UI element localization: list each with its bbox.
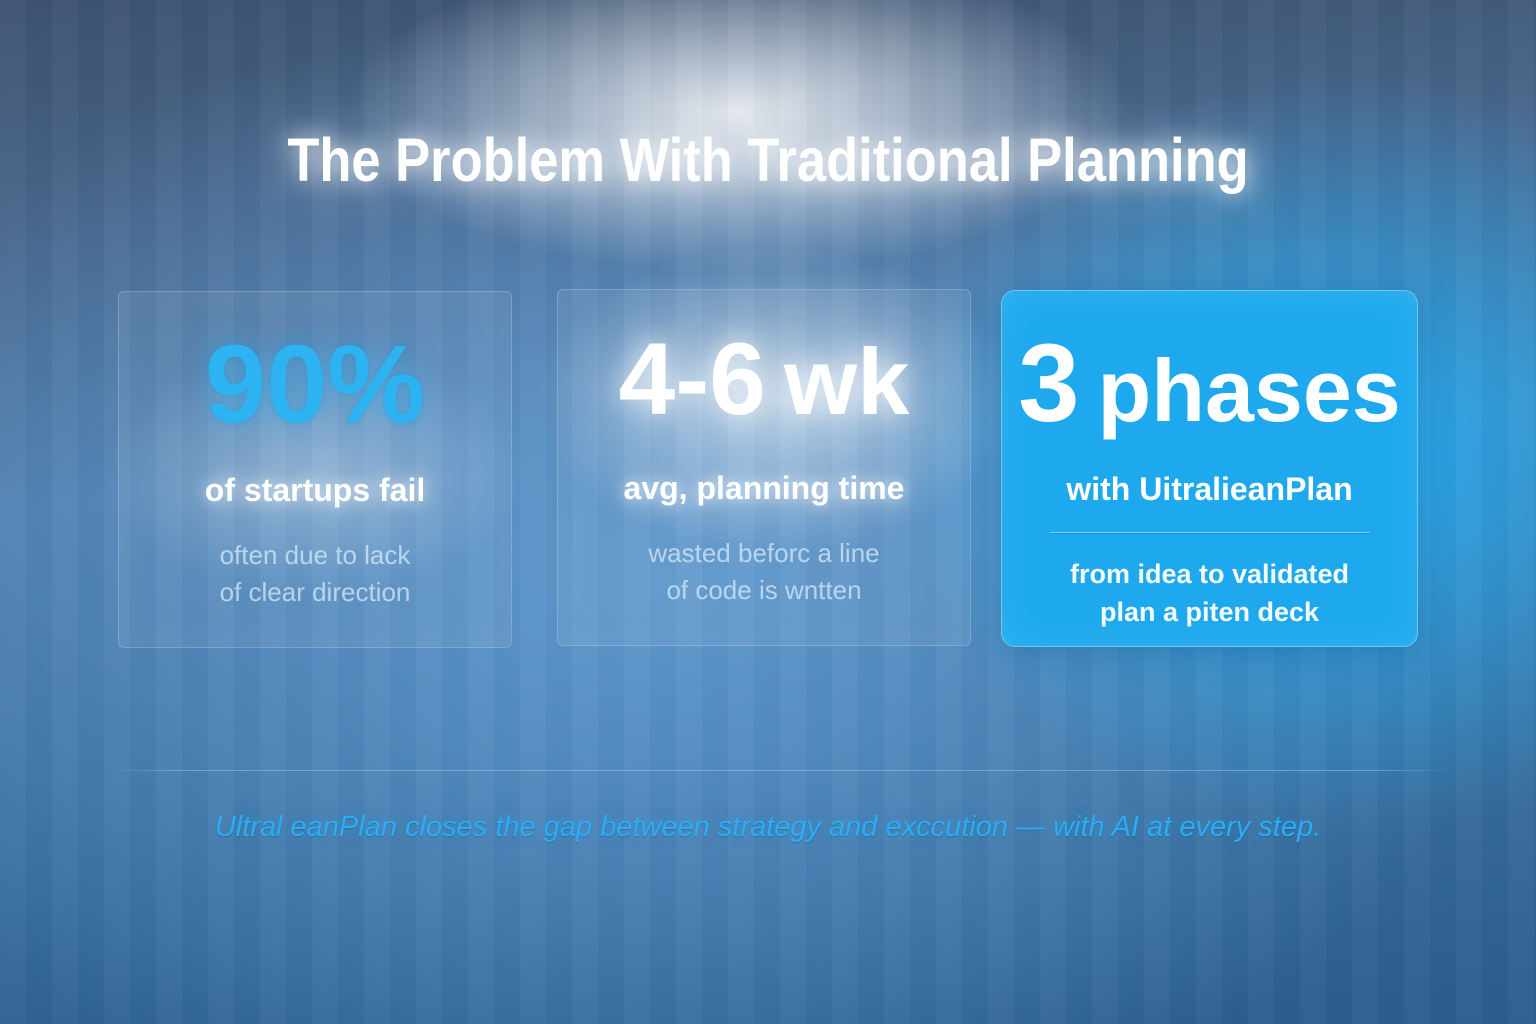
stat-value-unit: phases (1097, 341, 1401, 440)
card-divider (1049, 532, 1370, 533)
section-divider (104, 770, 1456, 771)
stat-value: 90% (205, 330, 425, 448)
stat-subtext-line2: plan a piten deck (1099, 597, 1320, 627)
stat-label: avg, planning time (623, 470, 905, 506)
stat-value: 4-6 wk (619, 328, 910, 446)
stat-subtext-line1: often due to lack (219, 540, 411, 570)
stat-label: of startups fail (204, 472, 426, 508)
stat-value-text: 90% (204, 323, 426, 446)
stat-subtext-line2: of clear direction (219, 577, 411, 607)
stat-value: 3 phases (1018, 329, 1400, 447)
stat-subtext-line1: from idea to validated (1069, 559, 1350, 589)
stat-subtext: wasted beforc a line of code is wntten (648, 535, 879, 609)
stat-subtext-line2: of code is wntten (666, 575, 862, 605)
stat-label: with UitralieanPlan (1066, 471, 1353, 507)
stat-card-startups-fail: 90% of startups fail often due to lack o… (118, 291, 512, 648)
stat-card-phases-highlight: 3 phases with UitralieanPlan from idea t… (1001, 290, 1418, 647)
tagline: Ultral eanPlan closes the gap between st… (214, 811, 1322, 843)
stat-subtext: from idea to validated plan a piten deck (1070, 555, 1349, 631)
stat-subtext-line1: wasted beforc a line (648, 538, 880, 568)
stat-value-number: 4-6 (618, 322, 766, 436)
stat-value-number: 3 (1018, 322, 1080, 445)
stat-subtext: often due to lack of clear direction (220, 537, 411, 611)
stat-value-unit: wk (784, 329, 910, 434)
page-title: The Problem With Traditional Planning (287, 125, 1249, 194)
stat-card-planning-time: 4-6 wk avg, planning time wasted beforc … (557, 289, 971, 646)
